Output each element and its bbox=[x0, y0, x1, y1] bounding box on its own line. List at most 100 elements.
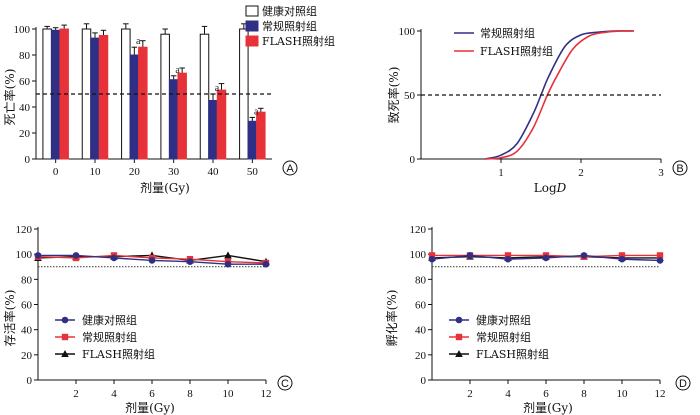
y-tick-label: 80 bbox=[415, 274, 427, 286]
panel-c-xlabel: 剂量(Gy) bbox=[125, 400, 175, 415]
legend-label-flash: FLASH照射组 bbox=[262, 34, 335, 48]
bar-flash bbox=[138, 46, 148, 160]
bar-flash bbox=[216, 89, 227, 160]
marker-conventional bbox=[618, 252, 626, 259]
y-tick-label: 40 bbox=[21, 325, 33, 337]
y-tick-label: 20 bbox=[21, 350, 33, 362]
x-tick-label: 2 bbox=[467, 388, 473, 400]
x-tick-label: 10 bbox=[617, 388, 629, 400]
bar-conventional bbox=[168, 79, 179, 160]
y-tick-label: 120 bbox=[16, 224, 33, 236]
curve-flash bbox=[484, 30, 634, 160]
y-tick-label: 100 bbox=[16, 249, 33, 261]
bar-conventional bbox=[129, 54, 140, 160]
svg-text:B: B bbox=[676, 163, 683, 175]
y-tick-label: 0 bbox=[421, 375, 427, 387]
panel-c-letter: C bbox=[277, 375, 293, 391]
panel-d-series bbox=[428, 252, 664, 264]
marker-control bbox=[542, 254, 550, 262]
legend-marker-flash bbox=[455, 350, 463, 357]
y-tick-label: 80 bbox=[19, 50, 31, 62]
significance-mark: a bbox=[136, 36, 141, 47]
significance-mark: a bbox=[254, 106, 259, 117]
bar-flash bbox=[98, 35, 109, 160]
legend-marker-flash bbox=[61, 350, 69, 357]
x-tick-label: 3 bbox=[658, 167, 664, 179]
legend-label-control: 健康对照组 bbox=[82, 313, 137, 327]
panel-a-ylabel: 死亡率(%) bbox=[2, 69, 17, 126]
legend-label-conventional: 常规照射组 bbox=[476, 330, 531, 344]
y-tick-label: 0 bbox=[27, 375, 33, 387]
x-tick-label: 50 bbox=[247, 166, 259, 178]
bar-conventional bbox=[208, 100, 218, 160]
legend-label-conventional: 常规照射组 bbox=[480, 26, 535, 40]
x-tick-label: 0 bbox=[53, 166, 59, 178]
panel-a-letter: A bbox=[282, 160, 298, 176]
x-tick-label: 8 bbox=[187, 388, 193, 400]
y-tick-label: 80 bbox=[21, 274, 33, 286]
x-tick-label: 2 bbox=[73, 388, 79, 400]
marker-conventional bbox=[428, 252, 436, 259]
panel-c-ylabel: 存活率(%) bbox=[2, 290, 17, 347]
panel-c-line-chart: 0 20 40 60 80 100 120 2 4 6 8 10 12 存活率(%) 剂量(Gy) 健康… bbox=[2, 224, 293, 415]
marker-control bbox=[466, 252, 474, 259]
legend-marker-control bbox=[61, 316, 69, 324]
marker-control bbox=[428, 255, 436, 263]
panel-a-axes: 0 20 40 60 80 100 0 10 20 30 40 50 bbox=[14, 24, 272, 178]
panel-c-axes: 0 20 40 60 80 100 120 2 4 6 8 10 12 bbox=[16, 224, 272, 400]
marker-conventional bbox=[504, 252, 512, 259]
x-tick-label: 20 bbox=[129, 166, 141, 178]
x-tick-label: 2 bbox=[578, 167, 584, 179]
legend-swatch-conventional bbox=[245, 20, 259, 32]
marker-conventional bbox=[656, 252, 664, 259]
panel-a-bars: a a a a bbox=[42, 23, 266, 160]
marker-control bbox=[72, 252, 80, 259]
legend-label-conventional: 常规照射组 bbox=[262, 19, 317, 33]
panel-d-axes: 0 20 40 60 80 100 120 2 4 6 8 10 12 bbox=[410, 224, 666, 400]
y-tick-label: 0 bbox=[25, 154, 31, 166]
significance-mark: a bbox=[175, 65, 180, 76]
panel-c-series bbox=[34, 251, 270, 268]
x-tick-label: 6 bbox=[543, 388, 549, 400]
y-tick-label: 60 bbox=[415, 300, 427, 312]
marker-control bbox=[186, 258, 194, 266]
panel-a-bar-chart: 0 20 40 60 80 100 0 10 20 30 40 50 a a a a 死亡率(%) 剂量(G… bbox=[2, 4, 335, 195]
y-tick-label: 0 bbox=[410, 154, 416, 166]
x-tick-label: 12 bbox=[261, 388, 272, 400]
panel-d-ylabel: 孵化率(%) bbox=[384, 290, 399, 347]
x-tick-label: 10 bbox=[90, 166, 102, 178]
y-tick-label: 60 bbox=[21, 300, 33, 312]
panel-d-xlabel: 剂量(Gy) bbox=[523, 400, 573, 415]
bar-flash bbox=[256, 111, 266, 160]
legend-label-flash: FLASH照射组 bbox=[476, 347, 549, 361]
y-tick-label: 40 bbox=[415, 325, 427, 337]
y-tick-label: 50 bbox=[404, 90, 416, 102]
marker-control bbox=[580, 252, 588, 259]
marker-control bbox=[224, 260, 232, 268]
marker-control bbox=[110, 254, 118, 262]
marker-control bbox=[618, 255, 626, 263]
legend-marker-control bbox=[455, 316, 463, 324]
y-tick-label: 120 bbox=[410, 224, 427, 236]
legend-marker-conventional bbox=[455, 333, 463, 341]
panel-d-letter: D bbox=[675, 375, 691, 391]
marker-control bbox=[148, 257, 156, 264]
bar-flash bbox=[177, 72, 187, 160]
x-tick-label: 4 bbox=[505, 388, 511, 400]
bar-control bbox=[160, 33, 170, 160]
legend-label-flash: FLASH照射组 bbox=[480, 44, 553, 58]
x-tick-label: 6 bbox=[149, 388, 155, 400]
x-tick-label: 30 bbox=[168, 166, 180, 178]
panel-a-xlabel: 剂量(Gy) bbox=[140, 180, 190, 195]
x-tick-label: 8 bbox=[581, 388, 587, 400]
marker-flash bbox=[224, 251, 232, 259]
legend-marker-conventional bbox=[61, 333, 69, 341]
panel-b-xlabel: LogD bbox=[534, 181, 567, 195]
y-tick-label: 20 bbox=[19, 128, 31, 140]
significance-mark: a bbox=[215, 83, 220, 94]
x-tick-label: 10 bbox=[223, 388, 235, 400]
